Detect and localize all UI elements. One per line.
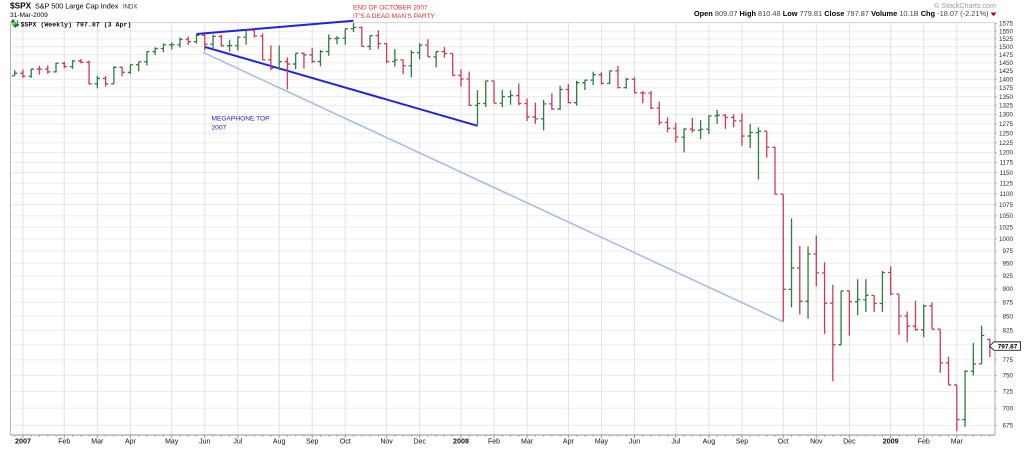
svg-text:1275: 1275 — [999, 121, 1014, 128]
svg-text:1000: 1000 — [999, 236, 1014, 243]
svg-text:Mar: Mar — [91, 439, 104, 446]
svg-text:850: 850 — [1002, 313, 1013, 320]
svg-text:May: May — [165, 439, 179, 446]
svg-text:$SPX (Weekly) 797.87 (3 Apr): $SPX (Weekly) 797.87 (3 Apr) — [21, 21, 132, 28]
svg-text:1525: 1525 — [999, 36, 1014, 43]
svg-text:725: 725 — [1002, 389, 1013, 396]
svg-text:700: 700 — [1002, 405, 1013, 412]
svg-text:1475: 1475 — [999, 52, 1014, 59]
svg-text:S&P 500 Large Cap Index: S&P 500 Large Cap Index — [35, 2, 119, 11]
svg-text:1425: 1425 — [999, 68, 1014, 75]
svg-text:Oct: Oct — [778, 439, 789, 446]
svg-text:1025: 1025 — [999, 224, 1014, 231]
svg-text:825: 825 — [1002, 327, 1013, 334]
svg-text:1450: 1450 — [999, 60, 1014, 67]
svg-text:Apr: Apr — [125, 439, 137, 446]
svg-text:Mar: Mar — [951, 439, 964, 446]
svg-text:875: 875 — [1002, 300, 1013, 307]
svg-text:2007: 2007 — [212, 125, 227, 132]
svg-text:Feb: Feb — [58, 439, 70, 446]
svg-text:1150: 1150 — [999, 170, 1013, 177]
svg-text:Oct: Oct — [340, 439, 351, 446]
svg-text:750: 750 — [1002, 373, 1013, 380]
svg-text:975: 975 — [1002, 248, 1013, 255]
svg-text:1125: 1125 — [999, 180, 1013, 187]
svg-text:Open 809.07 High 810.48 Low 77: Open 809.07 High 810.48 Low 779.81 Close… — [694, 9, 989, 18]
svg-text:© StockCharts.com: © StockCharts.com — [934, 1, 996, 10]
svg-text:1225: 1225 — [999, 140, 1014, 147]
svg-text:1550: 1550 — [999, 28, 1014, 35]
svg-text:Jul: Jul — [233, 439, 242, 446]
svg-text:675: 675 — [1002, 423, 1013, 430]
svg-text:INDX: INDX — [123, 5, 137, 11]
svg-text:Jun: Jun — [629, 439, 640, 446]
svg-text:Aug: Aug — [273, 439, 286, 446]
svg-text:Dec: Dec — [413, 439, 426, 446]
svg-text:1350: 1350 — [999, 94, 1014, 101]
svg-text:Nov: Nov — [380, 439, 393, 446]
svg-text:925: 925 — [1002, 273, 1013, 280]
svg-text:Sep: Sep — [306, 439, 319, 446]
svg-text:Nov: Nov — [810, 439, 823, 446]
svg-text:Feb: Feb — [488, 439, 500, 446]
svg-text:1325: 1325 — [999, 103, 1014, 110]
svg-text:950: 950 — [1002, 261, 1013, 268]
svg-text:1300: 1300 — [999, 112, 1014, 119]
svg-text:MEGAPHONE TOP: MEGAPHONE TOP — [212, 116, 271, 123]
svg-text:IT’S A DEAD MAN’S PARTY: IT’S A DEAD MAN’S PARTY — [353, 13, 435, 20]
svg-text:Feb: Feb — [918, 439, 930, 446]
svg-text:775: 775 — [1002, 357, 1013, 364]
svg-text:900: 900 — [1002, 286, 1013, 293]
svg-text:2008: 2008 — [453, 437, 469, 446]
svg-text:Jun: Jun — [199, 439, 210, 446]
svg-text:1400: 1400 — [999, 77, 1014, 84]
svg-text:1075: 1075 — [999, 202, 1014, 209]
svg-text:31-Mar-2009: 31-Mar-2009 — [10, 12, 48, 19]
svg-text:END OF OCTOBER 2007: END OF OCTOBER 2007 — [353, 5, 428, 12]
svg-text:1175: 1175 — [999, 160, 1013, 167]
svg-text:$SPX: $SPX — [10, 1, 32, 11]
svg-text:1250: 1250 — [999, 130, 1014, 137]
svg-text:May: May — [595, 439, 609, 446]
svg-text:1050: 1050 — [999, 213, 1014, 220]
svg-text:1100: 1100 — [999, 191, 1013, 198]
svg-text:1200: 1200 — [999, 150, 1014, 157]
svg-text:Sep: Sep — [736, 439, 749, 446]
svg-text:Apr: Apr — [563, 439, 575, 446]
svg-text:1575: 1575 — [999, 21, 1014, 28]
svg-text:Mar: Mar — [521, 439, 534, 446]
svg-text:2007: 2007 — [15, 437, 31, 446]
svg-text:2009: 2009 — [883, 437, 899, 446]
svg-text:Aug: Aug — [703, 439, 716, 446]
svg-text:1375: 1375 — [999, 85, 1014, 92]
svg-text:Jul: Jul — [671, 439, 680, 446]
svg-text:Dec: Dec — [843, 439, 856, 446]
svg-text:1500: 1500 — [999, 44, 1014, 51]
svg-text:797.87: 797.87 — [998, 343, 1018, 350]
